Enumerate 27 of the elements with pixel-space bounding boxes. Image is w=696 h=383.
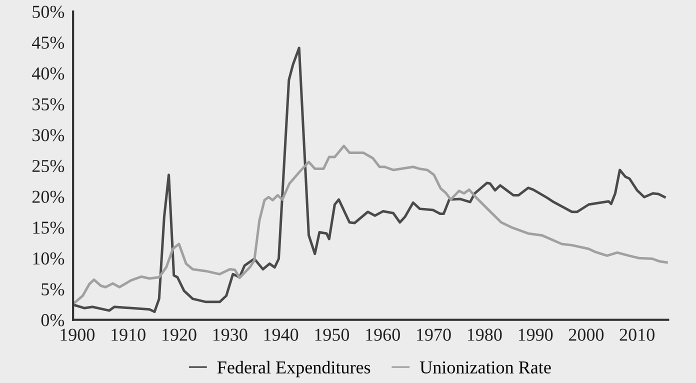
x-tick-label: 1940	[264, 328, 298, 341]
legend-label: Unionization Rate	[420, 361, 551, 374]
x-tick-label: 1960	[366, 328, 400, 341]
x-tick-label: 2000	[568, 328, 604, 341]
x-tick-label: 1920	[162, 328, 196, 341]
x-tick-label: 1980	[468, 328, 502, 341]
y-tick-label: 35%	[32, 98, 64, 110]
y-tick-label: 10%	[33, 252, 64, 265]
y-tick-label: 45%	[32, 36, 64, 49]
y-tick-label: 25%	[32, 160, 64, 172]
x-tick-label: 1930	[213, 328, 248, 341]
y-tick-label: 40%	[32, 67, 64, 80]
x-tick-label: 1900	[60, 328, 95, 341]
y-tick-label: 5%	[42, 283, 64, 296]
x-tick-label: 1970	[417, 328, 451, 341]
y-tick-label: 15%	[33, 222, 64, 234]
y-tick-label: 30%	[32, 129, 64, 142]
legend-label: Federal Expenditures	[217, 360, 370, 378]
y-tick-label: 0%	[41, 314, 64, 326]
x-tick-label: 1910	[112, 328, 146, 341]
line-series	[73, 46, 666, 314]
x-tick-label: 1990	[518, 328, 553, 341]
line-series	[73, 144, 668, 304]
x-tick-label: 2010	[620, 328, 654, 341]
y-tick-label: 50%	[32, 6, 64, 18]
y-tick-label: 20%	[32, 190, 64, 203]
x-tick-label: 1950	[315, 328, 350, 341]
